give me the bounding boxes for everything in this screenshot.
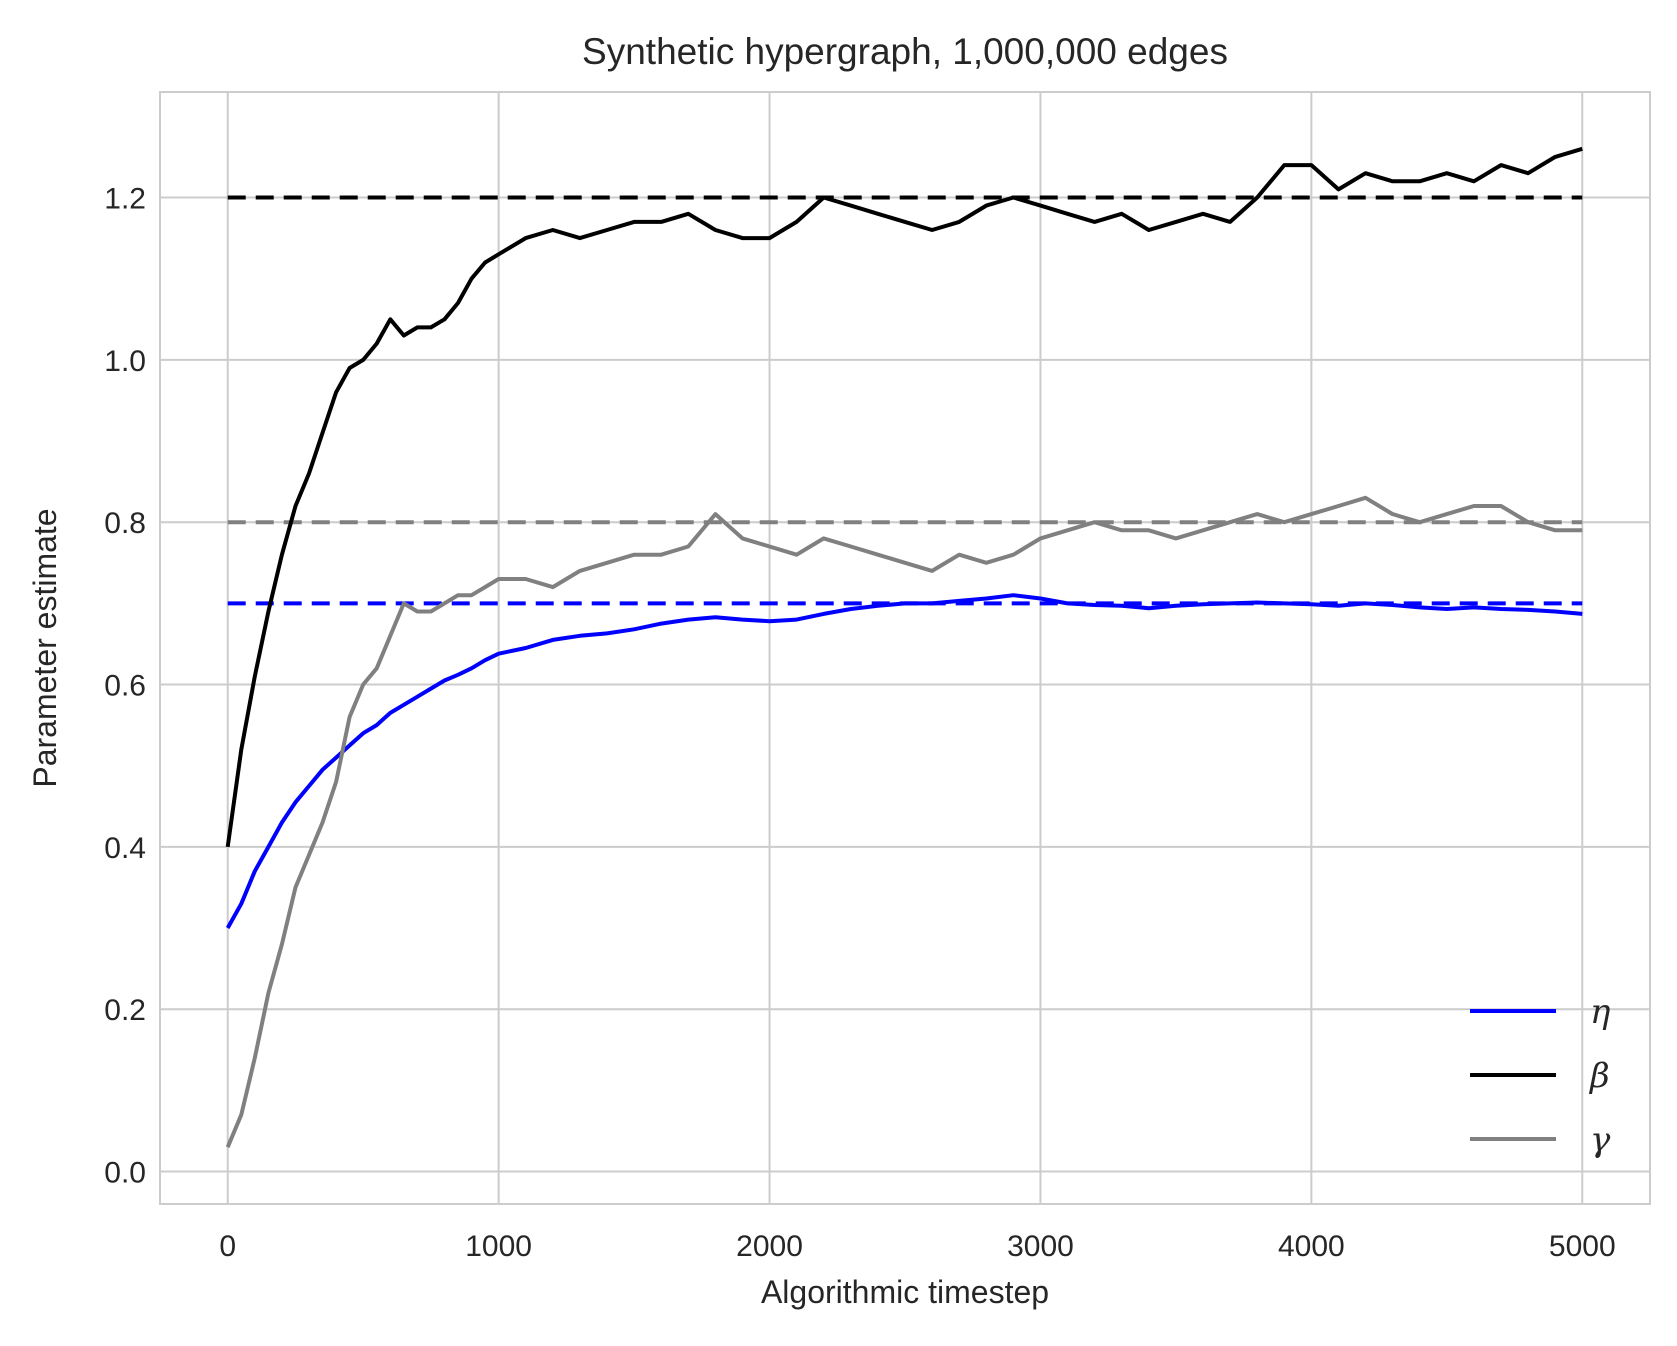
series-line bbox=[225, 146, 1583, 848]
y-tick-label: 1.0 bbox=[104, 345, 146, 378]
x-tick-label: 5000 bbox=[1549, 1230, 1616, 1263]
x-tick-label: 1000 bbox=[465, 1230, 532, 1263]
legend-label: β bbox=[1588, 1056, 1610, 1096]
legend: ηβγ bbox=[1470, 992, 1611, 1160]
chart-title: Synthetic hypergraph, 1,000,000 edges bbox=[582, 31, 1228, 72]
tick-labels: 0 1000 2000 3000 4000 5000 0.0 0.2 0.4 0.6 0.8 1.0 1… bbox=[104, 183, 1615, 1263]
series-lines bbox=[225, 146, 1583, 1148]
y-tick-label: 0.2 bbox=[104, 994, 146, 1027]
y-tick-label: 0.0 bbox=[104, 1157, 146, 1190]
y-tick-label: 0.8 bbox=[104, 507, 146, 540]
legend-label: η bbox=[1590, 992, 1611, 1032]
x-tick-label: 3000 bbox=[1007, 1230, 1074, 1263]
y-tick-label: 1.2 bbox=[104, 183, 146, 216]
x-tick-label: 2000 bbox=[736, 1230, 803, 1263]
y-tick-label: 0.6 bbox=[104, 670, 146, 703]
y-axis-title: Parameter estimate bbox=[27, 508, 63, 787]
legend-label: γ bbox=[1590, 1120, 1611, 1160]
x-tick-label: 0 bbox=[219, 1230, 236, 1263]
series-line bbox=[225, 495, 1583, 1148]
y-tick-label: 0.4 bbox=[104, 832, 146, 865]
plot-frame bbox=[159, 91, 1651, 1205]
x-tick-label: 4000 bbox=[1278, 1230, 1345, 1263]
x-axis-title: Algorithmic timestep bbox=[761, 1274, 1049, 1310]
series-line bbox=[225, 593, 1583, 929]
